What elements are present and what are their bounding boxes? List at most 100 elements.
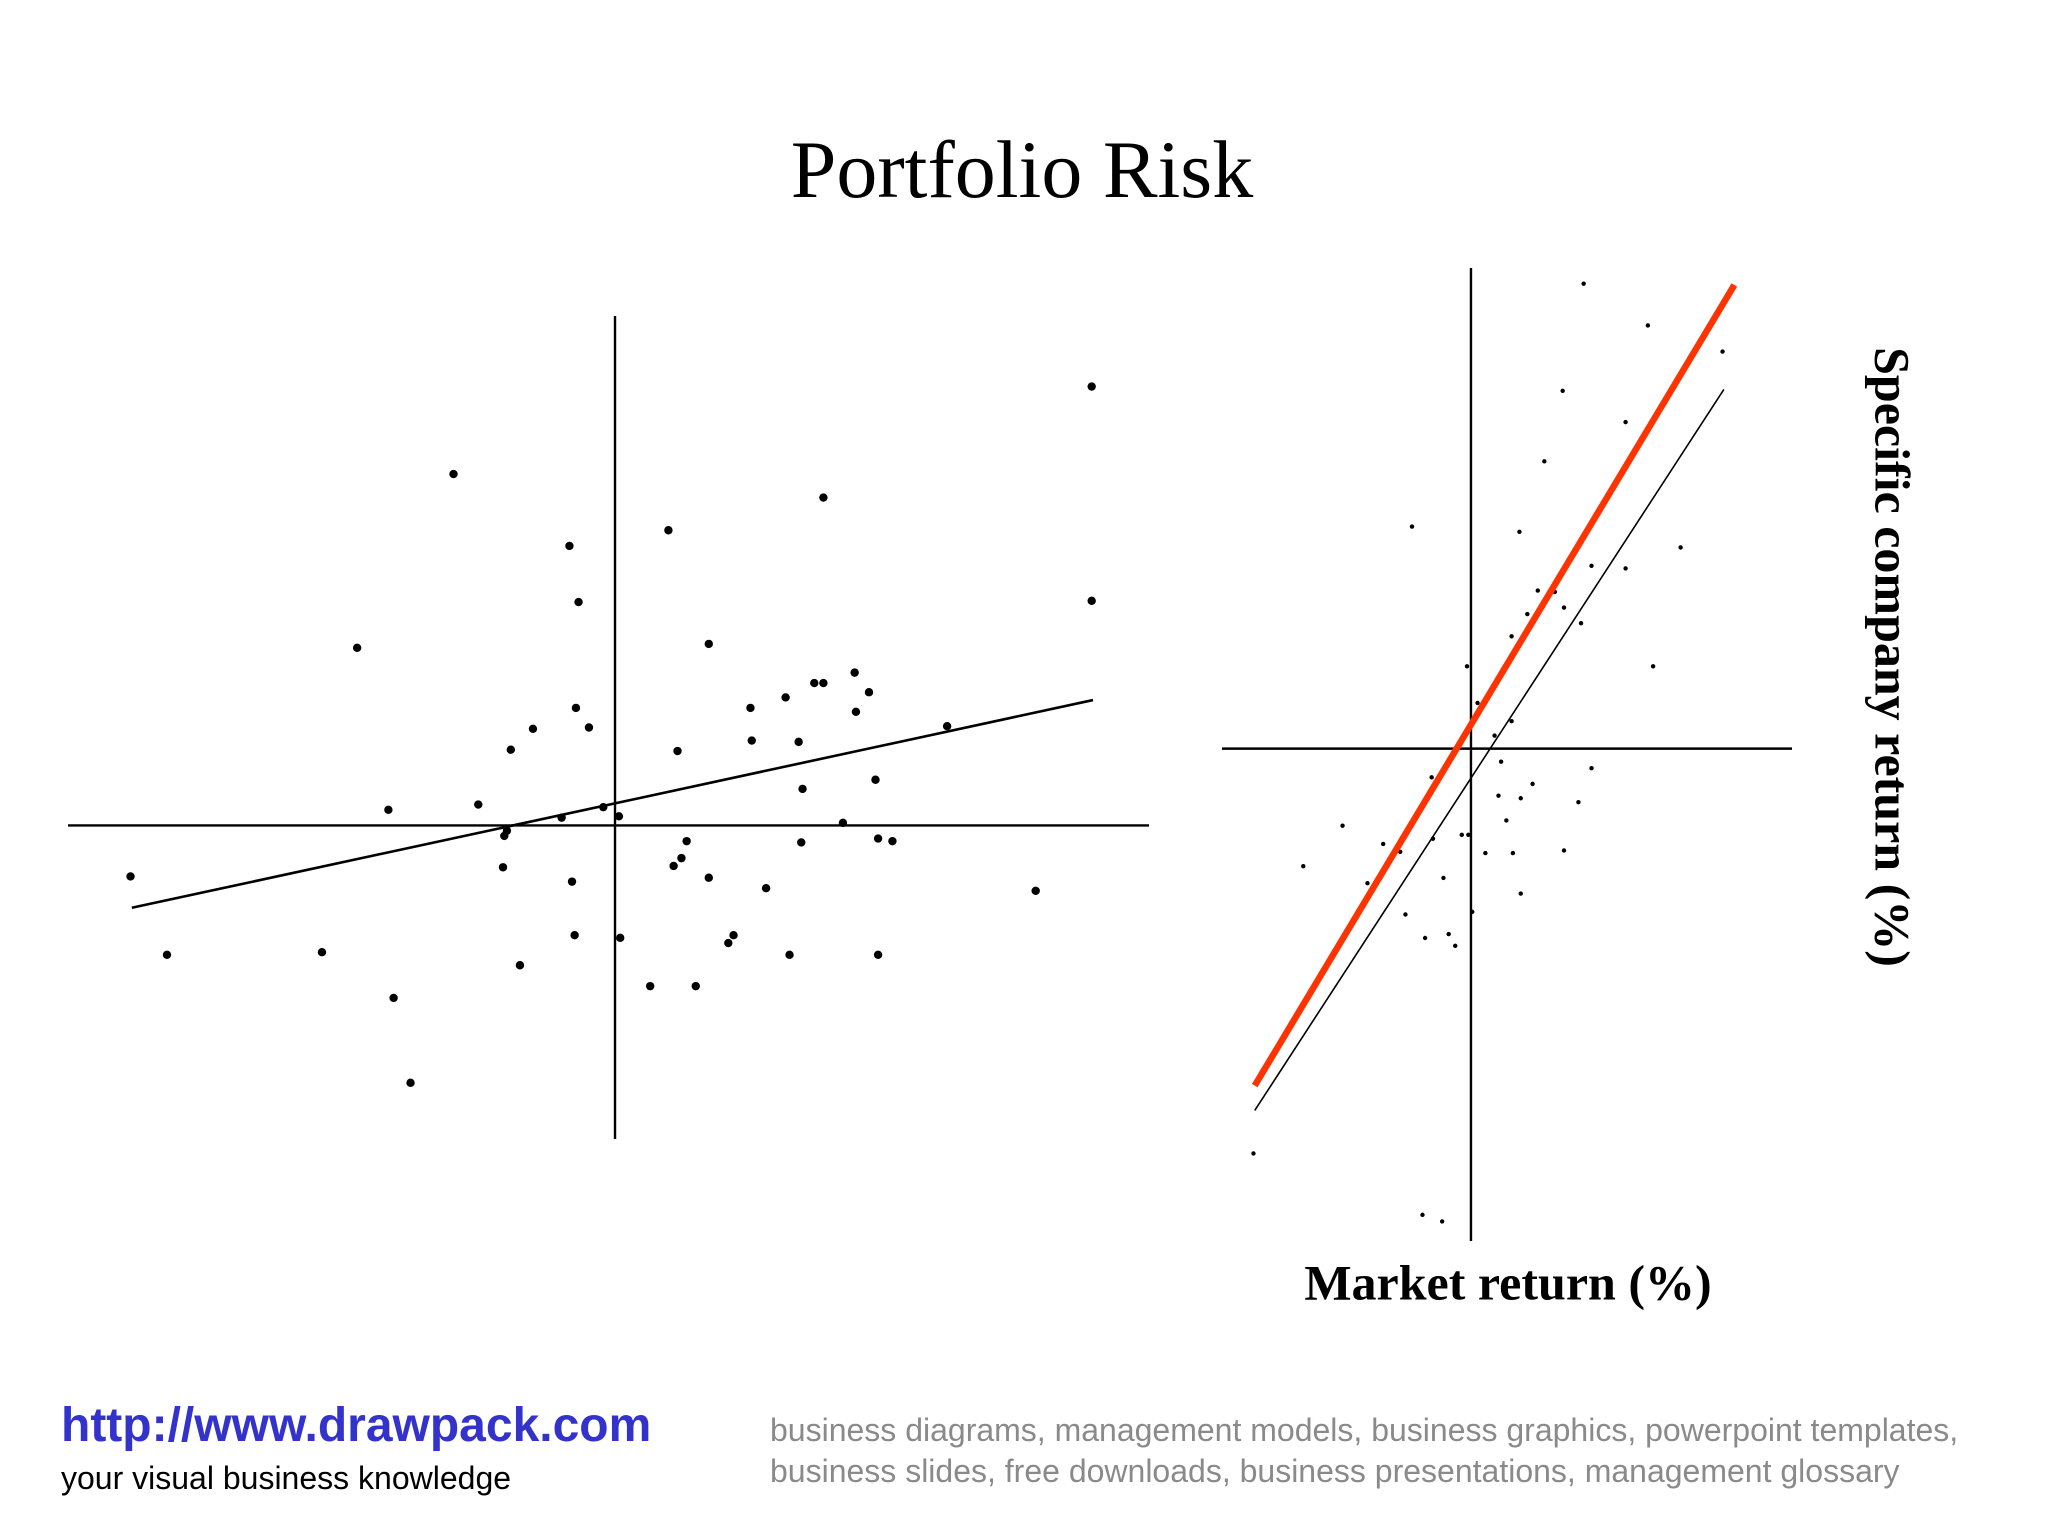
- data-point: [677, 853, 686, 863]
- data-point: [126, 872, 135, 881]
- data-point: [1578, 621, 1584, 626]
- data-point: [1576, 799, 1581, 805]
- data-point: [664, 526, 673, 535]
- data-point: [1301, 863, 1306, 869]
- data-point: [1678, 545, 1683, 550]
- data-point: [384, 805, 393, 814]
- data-point: [565, 541, 574, 551]
- data-point: [645, 981, 655, 991]
- data-point: [1380, 841, 1386, 847]
- data-point: [1459, 832, 1464, 838]
- x-axis-label: Market return (%): [1304, 1254, 1711, 1310]
- data-point: [1446, 931, 1451, 937]
- data-point: [1518, 891, 1523, 896]
- data-point: [515, 961, 525, 970]
- data-point: [352, 643, 362, 653]
- footer-url[interactable]: http://www.drawpack.com: [61, 1399, 652, 1452]
- data-point: [851, 707, 861, 717]
- data-point: [1589, 766, 1594, 771]
- data-point: [888, 836, 897, 846]
- data-point: [498, 863, 508, 872]
- data-point: [1403, 912, 1408, 917]
- data-point: [669, 861, 678, 871]
- data-point: [1560, 388, 1565, 393]
- data-point: [864, 688, 874, 697]
- data-point: [819, 493, 828, 502]
- data-point: [162, 950, 172, 960]
- data-point: [567, 877, 577, 886]
- data-point: [704, 873, 713, 882]
- regression-line: [1251, 283, 1738, 1088]
- data-point: [1470, 909, 1475, 915]
- data-point: [1340, 823, 1345, 828]
- data-point: [746, 703, 755, 713]
- data-point: [1420, 1212, 1425, 1218]
- data-point: [691, 981, 700, 991]
- data-point: [1087, 382, 1096, 391]
- data-point: [781, 693, 790, 702]
- footer-tagline: your visual business knowledge: [61, 1460, 512, 1496]
- data-point: [724, 938, 733, 948]
- data-point: [794, 737, 803, 747]
- data-point: [570, 931, 579, 940]
- regression-line: [131, 698, 1094, 910]
- data-point: [474, 800, 483, 809]
- data-point: [1720, 349, 1725, 354]
- data-point: [1365, 880, 1370, 886]
- data-point: [616, 933, 625, 943]
- data-point: [1518, 796, 1523, 801]
- footer-keywords: business diagrams, management models, bu…: [770, 1412, 1959, 1489]
- data-point: [1561, 848, 1567, 853]
- data-point: [1031, 886, 1040, 895]
- data-point: [1645, 323, 1651, 328]
- data-point: [506, 745, 516, 754]
- data-point: [873, 834, 883, 843]
- data-point: [574, 597, 583, 607]
- data-point: [673, 746, 682, 756]
- data-point: [389, 993, 398, 1003]
- data-point: [1535, 588, 1540, 593]
- data-point: [873, 950, 883, 960]
- data-point: [1530, 781, 1535, 787]
- data-point: [785, 950, 794, 960]
- data-point: [1504, 818, 1509, 823]
- data-point: [819, 678, 828, 688]
- data-point: [1492, 733, 1497, 738]
- data-point: [1650, 664, 1656, 669]
- data-point: [1509, 718, 1514, 724]
- data-point: [1453, 943, 1458, 949]
- data-point: [1517, 529, 1522, 535]
- data-point: [1542, 459, 1547, 464]
- data-point: [614, 812, 624, 821]
- data-point: [682, 836, 691, 846]
- data-point: [1466, 832, 1471, 838]
- data-point: [1441, 875, 1446, 881]
- data-point: [317, 947, 327, 957]
- data-point: [1409, 524, 1415, 529]
- data-point: [571, 703, 581, 713]
- data-point: [704, 639, 713, 649]
- slide-title: Portfolio Risk: [791, 124, 1253, 215]
- data-point: [838, 818, 848, 828]
- data-point: [798, 784, 807, 794]
- data-point: [500, 831, 509, 841]
- data-point: [1581, 281, 1586, 286]
- data-point: [1623, 419, 1628, 425]
- data-point: [1623, 566, 1628, 571]
- data-point: [797, 838, 806, 847]
- y-axis-label: Specific company return (%): [1865, 347, 1921, 967]
- scatter-chart: [68, 316, 1149, 1139]
- data-point: [729, 931, 738, 940]
- data-point: [1498, 759, 1504, 764]
- data-point: [1589, 563, 1594, 568]
- data-point: [1483, 850, 1488, 856]
- data-point: [1509, 634, 1514, 639]
- data-point: [1464, 664, 1470, 669]
- data-point: [1510, 850, 1516, 856]
- data-point: [942, 721, 952, 731]
- data-point: [810, 678, 819, 688]
- data-point: [406, 1078, 415, 1088]
- data-point: [1251, 1151, 1256, 1156]
